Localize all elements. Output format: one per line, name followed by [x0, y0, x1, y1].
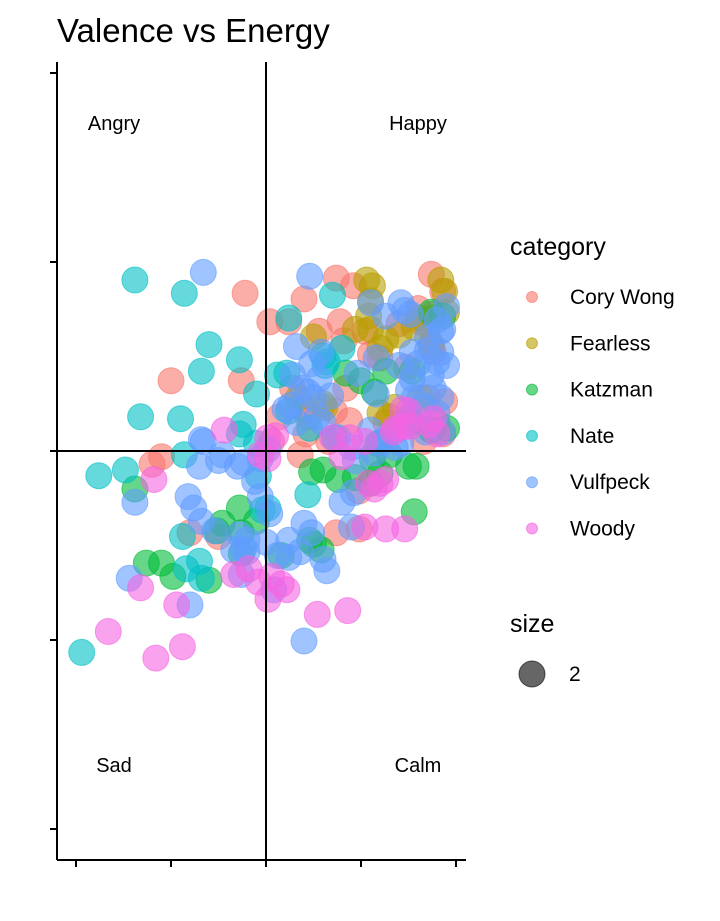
point-woody — [235, 555, 263, 583]
point-nate — [187, 564, 215, 592]
point-woody — [328, 443, 356, 471]
point-nate — [243, 380, 270, 408]
quadrant-label-happy: Happy — [389, 113, 447, 135]
point-vulfpeck — [241, 467, 269, 495]
legend-title-category: category — [510, 233, 606, 261]
point-woody — [355, 469, 383, 497]
point-nate — [187, 357, 215, 385]
point-vulfpeck — [189, 258, 217, 286]
quadrant-label-calm: Calm — [395, 755, 442, 777]
point-woody — [267, 570, 295, 598]
point-nate — [319, 281, 346, 309]
point-vulfpeck — [433, 293, 460, 321]
legend-title-size: size — [510, 610, 554, 638]
point-woody — [168, 633, 196, 661]
legend-key-nate — [526, 429, 538, 442]
point-vulfpeck — [313, 557, 341, 585]
point-woody — [334, 597, 362, 625]
point-woody — [94, 618, 122, 645]
chart-title: Valence vs Energy — [57, 12, 330, 49]
legend-label-fearless: Fearless — [570, 332, 651, 355]
point-nate — [127, 403, 155, 431]
point-vulfpeck — [296, 262, 324, 290]
point-nate — [168, 523, 196, 550]
legend-key-vulfpeck — [526, 476, 538, 489]
point-nate — [195, 331, 223, 359]
axes — [50, 62, 466, 867]
legend-label-woody: Woody — [570, 518, 635, 541]
point-vulfpeck — [290, 627, 318, 655]
point-nate — [121, 266, 149, 294]
point-nate — [111, 456, 139, 484]
legend-key-fearless — [526, 337, 538, 350]
point-vulfpeck — [404, 350, 432, 378]
legend-label-cory-wong: Cory Wong — [570, 286, 675, 309]
legend-items: Cory Wong Fearless Katzman Nate Vulfpeck Wood… — [526, 286, 675, 541]
data-points — [68, 258, 460, 672]
point-vulfpeck — [186, 452, 213, 480]
point-nate — [225, 346, 253, 374]
legend-label-vulfpeck: Vulfpeck — [570, 471, 650, 494]
point-woody — [142, 644, 170, 672]
point-vulfpeck — [372, 302, 400, 330]
point-woody — [127, 574, 155, 602]
point-vulfpeck — [294, 378, 322, 406]
point-vulfpeck — [121, 488, 149, 516]
legend-key-woody — [526, 522, 538, 535]
point-woody — [246, 441, 274, 469]
point-woody — [351, 428, 379, 455]
point-vulfpeck — [317, 382, 345, 410]
legend-label-nate: Nate — [570, 425, 614, 448]
point-vulfpeck — [201, 517, 229, 545]
point-vulfpeck — [256, 500, 284, 528]
legend-key-cory-wong — [526, 291, 538, 303]
point-nate — [85, 462, 113, 490]
point-woody — [140, 466, 168, 493]
point-nate — [170, 279, 198, 307]
point-vulfpeck — [343, 359, 371, 387]
quadrant-label-sad: Sad — [96, 755, 132, 777]
point-cory-wong — [231, 279, 259, 307]
legend: category Cory Wong Fearless Katzman Nate Vul… — [510, 233, 675, 688]
legend-label-katzman: Katzman — [570, 379, 653, 402]
quadrant-label-angry: Angry — [88, 113, 140, 135]
point-woody — [210, 416, 238, 444]
point-woody — [415, 410, 443, 438]
point-nate — [167, 405, 194, 433]
legend-key-katzman — [526, 383, 538, 396]
point-nate — [294, 481, 322, 509]
point-woody — [391, 515, 419, 543]
point-woody — [303, 600, 331, 628]
point-nate — [275, 304, 303, 332]
point-woody — [163, 591, 191, 619]
legend-size-key — [518, 660, 546, 688]
point-vulfpeck — [362, 380, 390, 408]
legend-size-label: 2 — [569, 663, 581, 686]
point-katzman — [402, 452, 430, 480]
point-vulfpeck — [180, 494, 208, 522]
point-nate — [68, 638, 96, 666]
point-cory-wong — [157, 367, 185, 395]
